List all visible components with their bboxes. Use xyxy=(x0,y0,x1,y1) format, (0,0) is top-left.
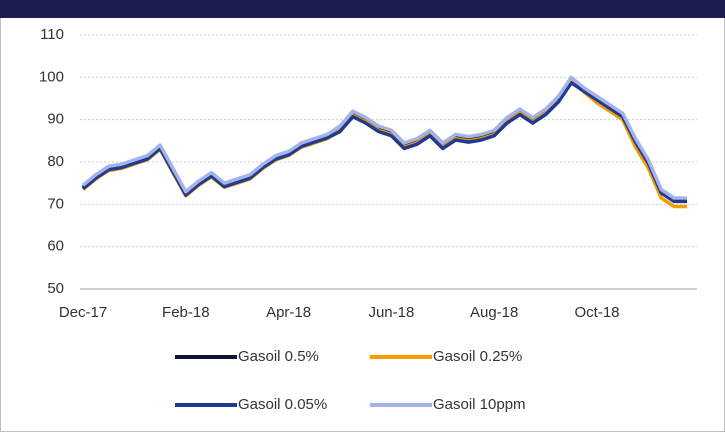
x-tick-label: Aug-18 xyxy=(470,304,518,321)
y-tick-label: 100 xyxy=(39,68,64,85)
y-tick-label: 90 xyxy=(47,111,64,128)
y-tick-label: 60 xyxy=(47,238,64,255)
header-band xyxy=(0,0,725,18)
y-tick-label: 110 xyxy=(40,26,64,43)
legend-label: Gasoil 0.5% xyxy=(238,348,319,365)
y-tick-label: 50 xyxy=(47,280,64,297)
legend-label: Gasoil 0.25% xyxy=(433,348,522,365)
x-tick-label: Apr-18 xyxy=(266,304,311,321)
x-tick-label: Feb-18 xyxy=(162,304,210,321)
x-tick-label: Dec-17 xyxy=(59,304,107,321)
legend-label: Gasoil 0.05% xyxy=(238,396,327,413)
series-line xyxy=(81,75,687,200)
x-tick-label: Jun-18 xyxy=(368,304,414,321)
y-tick-label: 80 xyxy=(47,153,64,170)
y-tick-label: 70 xyxy=(47,195,64,212)
legend-label: Gasoil 10ppm xyxy=(433,396,526,413)
x-tick-label: Oct-18 xyxy=(574,304,619,321)
